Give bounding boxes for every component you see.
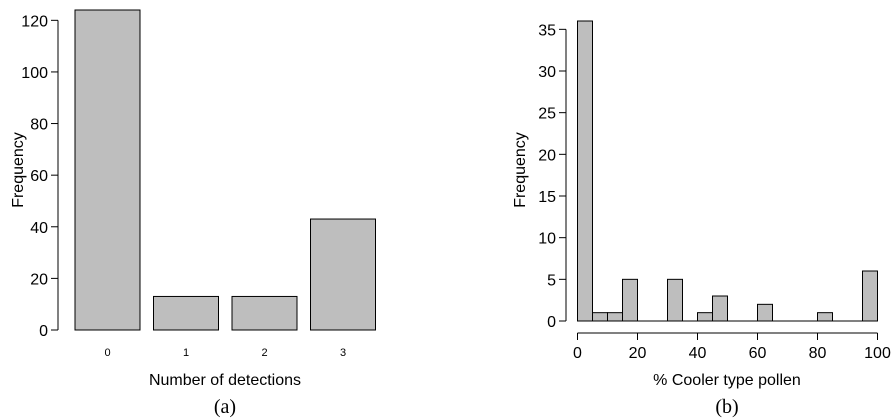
panel-b-bar-45-50	[712, 295, 728, 322]
panel-a-y-tick-label: 120	[21, 13, 48, 30]
panel-b-x-tick-label: 60	[749, 345, 767, 362]
panel-a-x-tick-label: 1	[183, 347, 189, 359]
panel-b-chart: 0 5 10 15 20 25 30 35 0 20 40 60 80 100 % Cooler typ…	[512, 20, 891, 418]
panel-b-x-tick-label: 80	[809, 345, 827, 362]
panel-a-x-tick-label: 2	[261, 347, 267, 359]
panel-b-bar-95-100	[862, 270, 878, 322]
panel-a-bar-2	[231, 295, 298, 331]
panel-a-label: (a)	[214, 396, 236, 418]
panel-b-y-tick-label: 0	[547, 314, 556, 331]
panel-b-y-axis: 0 5 10 15 20 25 30 35	[538, 22, 567, 331]
panel-a-y-axis: 0 20 40 60 80 100 120	[21, 13, 59, 340]
panel-b-y-tick-label: 15	[538, 189, 556, 206]
panel-b-bar-0-5	[577, 20, 593, 322]
panel-b-x-tick-label: 100	[864, 345, 891, 362]
panel-b-bar-80-85	[817, 312, 833, 322]
panel-a-x-tick-label: 3	[340, 347, 346, 359]
panel-b-y-tick-label: 5	[547, 272, 556, 289]
panel-b-y-tick-label: 20	[538, 147, 556, 164]
panel-a-y-tick-label: 40	[30, 220, 48, 237]
panel-b-bars	[577, 20, 878, 322]
panel-b-y-tick-label: 25	[538, 106, 556, 123]
panel-a-x-tick-labels: 0 1 2 3	[104, 347, 346, 359]
panel-b-bar-40-45	[697, 312, 713, 322]
panel-a-x-tick-label: 0	[104, 347, 110, 359]
panel-a-x-axis-label: Number of detections	[149, 372, 301, 389]
panel-b-bar-60-65	[757, 303, 773, 322]
panel-a-y-tick-label: 100	[21, 65, 48, 82]
panel-a-bar-3	[310, 218, 376, 331]
panel-a-y-tick-label: 0	[39, 323, 48, 340]
panel-a-y-tick-label: 80	[30, 117, 48, 134]
panel-a-y-tick-label: 20	[30, 271, 48, 288]
panel-b-x-tick-label: 40	[689, 345, 707, 362]
panel-b-x-tick-label: 0	[573, 345, 582, 362]
panel-b-x-axis: 0 20 40 60 80 100	[573, 332, 891, 362]
panel-b-y-tick-label: 10	[538, 231, 556, 248]
panel-a-y-tick-label: 60	[30, 168, 48, 185]
panel-b-y-tick-label: 35	[538, 22, 556, 39]
panel-b-y-axis-label: Frequency	[512, 132, 529, 208]
panel-b-label: (b)	[715, 396, 738, 418]
panel-a-y-axis-label: Frequency	[10, 132, 27, 208]
panel-a-bar-1	[153, 295, 219, 331]
panel-b-bar-15-20	[622, 278, 638, 322]
panel-b-x-axis-label: % Cooler type pollen	[653, 372, 801, 389]
panel-b-bar-10-15	[607, 312, 623, 322]
panel-b-bar-30-35	[667, 278, 683, 322]
panel-a-chart: 0 20 40 60 80 100 120 0 1 2 3 Number of detection…	[10, 9, 376, 418]
panel-a-bars	[74, 9, 376, 331]
panel-b-bar-5-10	[592, 312, 608, 322]
panel-b-x-tick-label: 20	[629, 345, 647, 362]
panel-a-bar-0	[74, 9, 141, 331]
panel-b-y-tick-label: 30	[538, 64, 556, 81]
